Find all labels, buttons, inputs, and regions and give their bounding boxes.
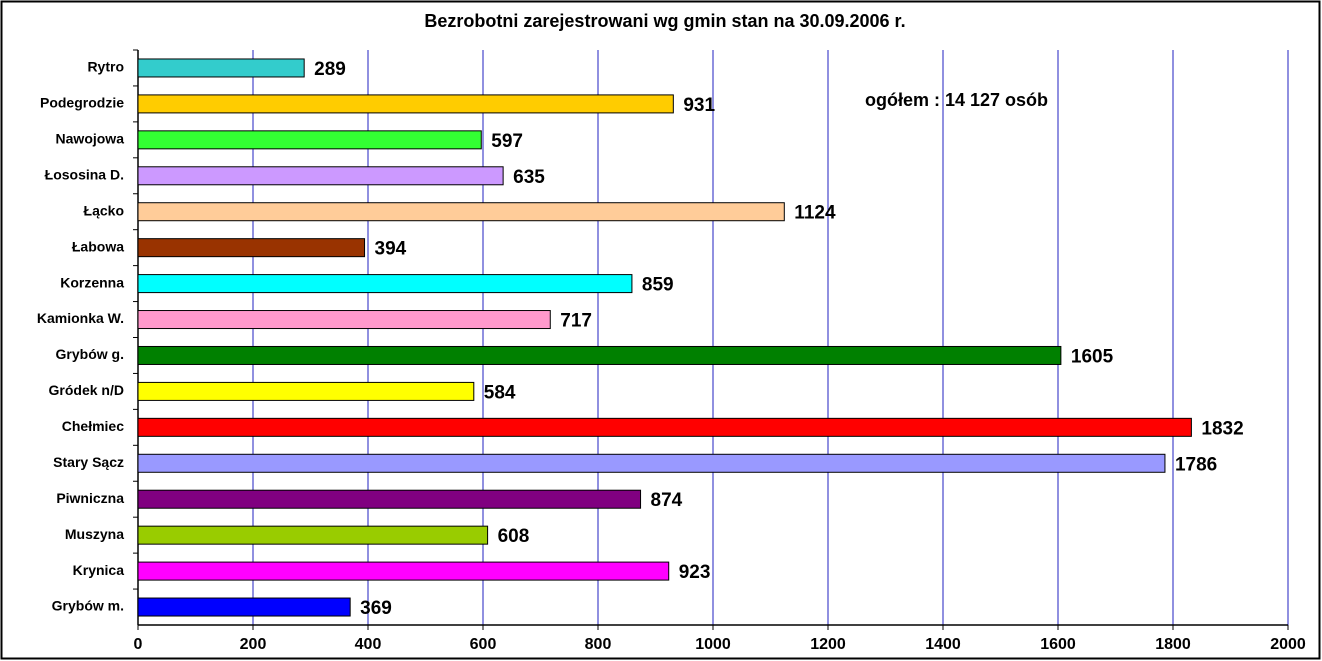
x-tick-label: 1600 <box>1040 636 1076 653</box>
data-label: 597 <box>491 131 523 152</box>
x-tick-label: 200 <box>240 636 267 653</box>
y-tick-label: Nawojowa <box>56 131 125 147</box>
data-label: 635 <box>513 167 545 188</box>
bar <box>137 202 785 222</box>
y-tick-label: Kamionka W. <box>37 310 124 326</box>
data-label: 369 <box>360 598 392 619</box>
data-label: 1786 <box>1175 454 1217 475</box>
y-tick-label: Łącko <box>84 202 124 218</box>
data-label: 608 <box>498 526 530 547</box>
y-tick-label: Podegrodzie <box>40 95 124 111</box>
y-tick-label: Muszyna <box>65 526 124 542</box>
data-label: 1832 <box>1201 418 1243 439</box>
x-tick-label: 1400 <box>925 636 961 653</box>
y-tick-label: Rytro <box>87 59 124 75</box>
data-label: 1605 <box>1071 346 1114 367</box>
data-label: 923 <box>679 562 711 583</box>
bar <box>137 58 305 78</box>
x-tick-label: 1000 <box>695 636 731 653</box>
bar <box>137 345 1062 365</box>
x-tick-label: 800 <box>585 636 612 653</box>
bar <box>137 381 475 401</box>
x-tick-label: 0 <box>134 636 143 653</box>
y-tick-label: Gródek n/D <box>49 382 124 398</box>
x-tick-label: 400 <box>355 636 382 653</box>
bar <box>137 166 504 186</box>
data-label: 1124 <box>794 203 836 224</box>
y-tick-label: Grybów m. <box>52 598 124 614</box>
y-tick-label: Piwniczna <box>56 490 124 506</box>
bar <box>137 94 674 114</box>
y-tick-label: Krynica <box>73 562 125 578</box>
chart-title: Bezrobotni zarejestrowani wg gmin stan n… <box>424 11 905 31</box>
bar <box>137 310 551 330</box>
data-label: 874 <box>651 490 683 511</box>
y-tick-label: Korzenna <box>60 274 124 290</box>
data-label: 717 <box>560 311 592 332</box>
y-tick-label: Chełmiec <box>62 418 124 434</box>
data-label: 289 <box>314 59 346 80</box>
bar <box>137 597 351 617</box>
y-tick-label: Łabowa <box>72 238 124 254</box>
bar <box>137 130 482 150</box>
data-label: 584 <box>484 382 516 403</box>
x-tick-label: 1800 <box>1155 636 1191 653</box>
bar <box>137 417 1192 437</box>
bar <box>137 453 1166 473</box>
data-label: 859 <box>642 275 674 296</box>
x-tick-label: 1200 <box>810 636 846 653</box>
data-label: 394 <box>375 239 407 260</box>
bar <box>137 561 670 581</box>
x-tick-label: 600 <box>470 636 497 653</box>
bar <box>137 489 642 509</box>
bar <box>137 525 489 545</box>
annotation: ogółem : 14 127 osób <box>865 90 1048 110</box>
y-tick-label: Stary Sącz <box>53 454 124 470</box>
y-tick-label: Grybów g. <box>56 346 124 362</box>
bar <box>137 274 633 294</box>
bar <box>137 238 366 258</box>
x-tick-label: 2000 <box>1270 636 1306 653</box>
y-tick-label: Łososina D. <box>45 166 124 182</box>
data-label: 931 <box>683 95 715 116</box>
